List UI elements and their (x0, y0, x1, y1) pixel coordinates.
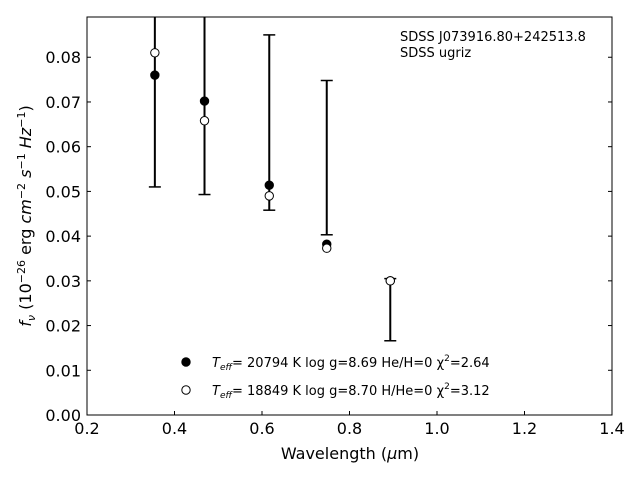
data-markers (150, 48, 395, 286)
y-tick-label: 0.06 (45, 138, 81, 157)
open-marker (385, 276, 395, 286)
filled-marker (199, 96, 210, 106)
open-marker (322, 243, 332, 253)
legend-entry: Teff= 20794 K log g=8.69 He/H=0 χ2=2.64 (212, 354, 490, 373)
x-tick-label: 1.4 (599, 419, 624, 438)
y-axis-ticks: 0.00 0.01 0.02 0.03 0.04 0.05 0.06 0.07 0.08 (45, 48, 612, 425)
y-tick-label: 0.04 (45, 227, 81, 246)
x-tick-label: 0.2 (74, 419, 99, 438)
y-tick-label: 0.03 (45, 272, 81, 291)
y-tick-label: 0.05 (45, 182, 81, 201)
plot-area: 0.2 0.4 0.6 0.8 1.0 1.2 1.4 0.000.010.020.030.… (45, 16, 625, 438)
y-tick-label: 0.08 (45, 48, 81, 67)
y-tick-label: 0.07 (45, 93, 81, 112)
x-tick-label: 0.8 (337, 419, 362, 438)
x-tick-label: 0.4 (162, 419, 187, 438)
open-marker (264, 191, 274, 201)
x-tick-label: 1.2 (512, 419, 537, 438)
legend-entry: Teff= 18849 K log g=8.70 H/He=0 χ2=3.12 (212, 382, 490, 401)
legend-marker (181, 357, 191, 367)
y-axis-label: fν (10−26 erg cm−2 s−1 Hz−1) (15, 105, 38, 326)
chart-title-line-2: SDSS ugriz (400, 46, 471, 61)
y-tick-label: 0.00 (45, 406, 81, 425)
y-tick-label: 0.02 (45, 317, 81, 336)
error-bars (148, 17, 397, 342)
x-axis-ticks: 0.2 0.4 0.6 0.8 1.0 1.2 1.4 (74, 411, 625, 438)
y-tick-label: 0.01 (45, 361, 81, 380)
filled-marker (264, 180, 274, 190)
chart-title-line-1: SDSS J073916.80+242513.8 (400, 30, 586, 45)
x-tick-label: 1.0 (424, 419, 449, 438)
x-axis-label: Wavelength (μm) (281, 444, 419, 463)
open-marker (199, 116, 210, 126)
filled-marker (150, 70, 160, 80)
legend: Teff= 20794 K log g=8.69 He/H=0 χ2=2.64 T… (181, 354, 490, 401)
legend-marker (181, 385, 191, 395)
x-tick-label: 0.6 (249, 419, 274, 438)
open-marker (150, 48, 160, 58)
